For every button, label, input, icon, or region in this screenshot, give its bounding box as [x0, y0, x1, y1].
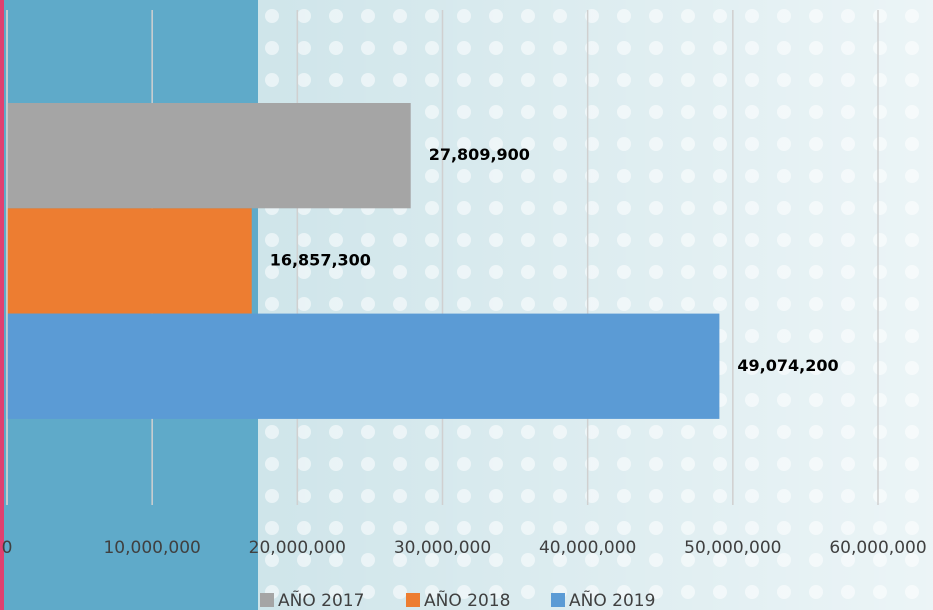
legend: AÑO 2017 AÑO 2018 AÑO 2019	[260, 589, 655, 610]
bar	[7, 313, 720, 419]
data-label: 27,809,900	[429, 145, 530, 164]
x-tick-label: 60,000,000	[829, 538, 926, 558]
edge-strip	[0, 0, 4, 610]
legend-label: AÑO 2019	[569, 589, 655, 610]
x-tick-label: 40,000,000	[539, 538, 636, 558]
legend-swatch	[406, 593, 420, 607]
x-tick-label: 30,000,000	[394, 538, 491, 558]
data-label: 49,074,200	[737, 356, 838, 375]
legend-label: AÑO 2017	[278, 589, 364, 610]
bar	[7, 208, 252, 314]
x-tick-label: 0	[2, 538, 13, 558]
x-tick-label: 10,000,000	[103, 538, 200, 558]
x-tick-label: 50,000,000	[684, 538, 781, 558]
legend-label: AÑO 2018	[424, 589, 510, 610]
grid: 0 10,000,000 20,000,000 30,000,000 40,000,00…	[2, 10, 927, 558]
x-tick-label: 20,000,000	[249, 538, 346, 558]
data-label: 16,857,300	[270, 250, 371, 269]
bar	[7, 103, 411, 209]
plot: 27,809,900 16,857,300 49,074,200	[6, 10, 839, 505]
legend-swatch	[260, 593, 274, 607]
background-fade	[258, 0, 933, 610]
legend-swatch	[551, 593, 565, 607]
